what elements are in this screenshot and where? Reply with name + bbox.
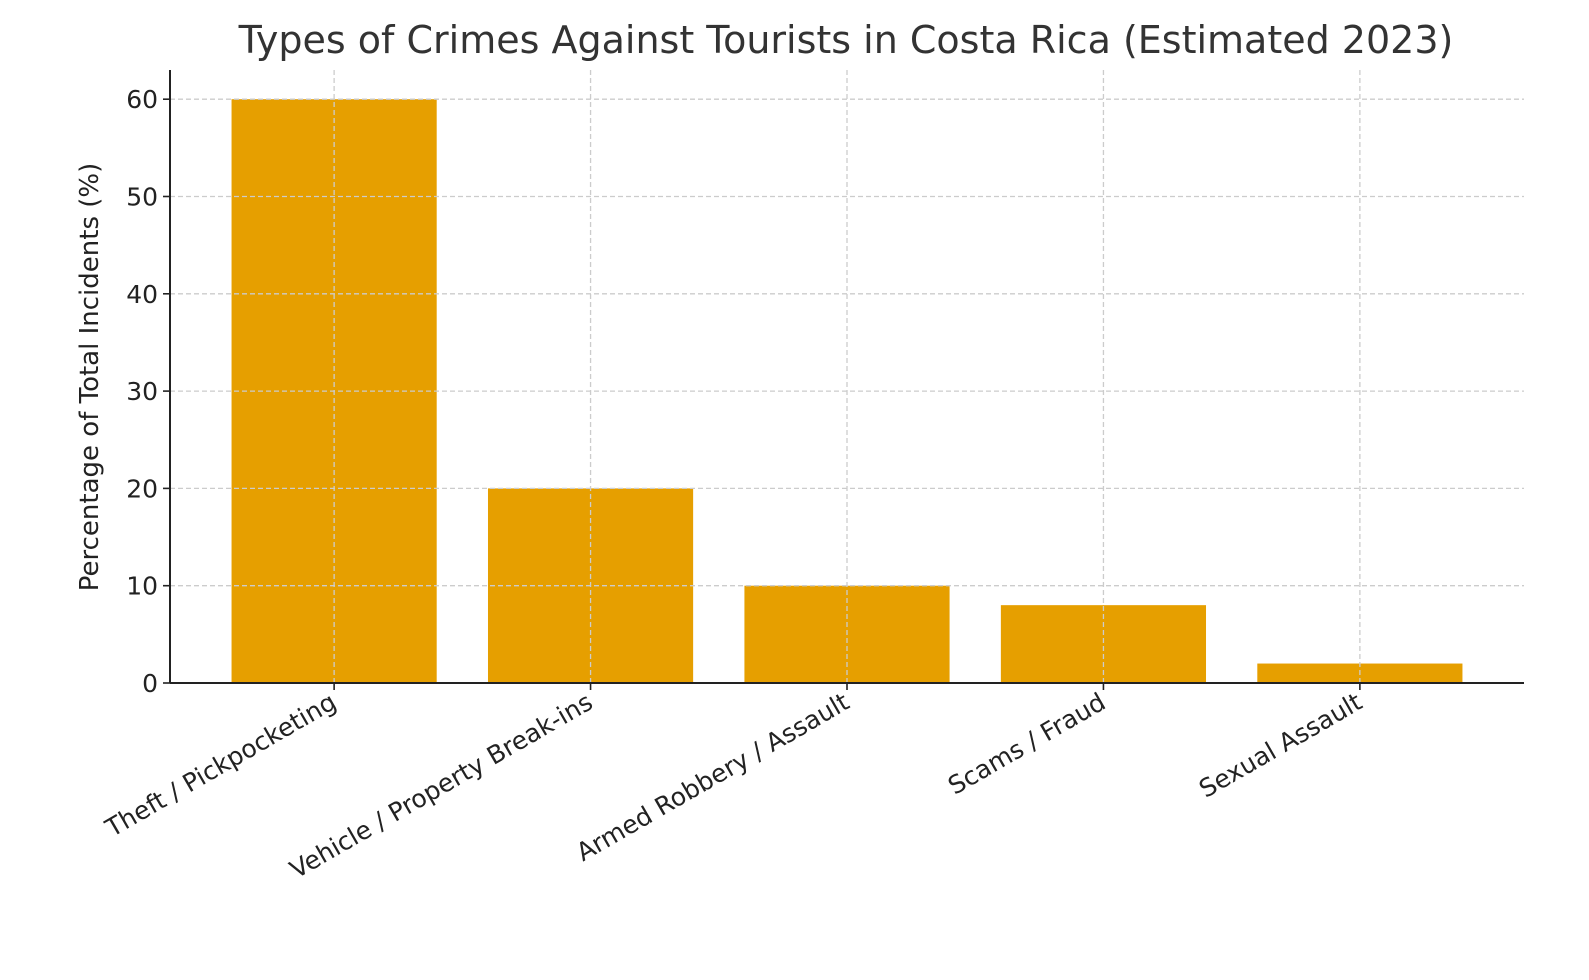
y-tick-label: 50	[126, 182, 158, 211]
x-tick-label: Armed Robbery / Assault	[571, 687, 854, 867]
y-tick-label: 30	[126, 377, 158, 406]
x-tick-label: Sexual Assault	[1194, 687, 1367, 804]
y-tick-label: 0	[142, 669, 158, 698]
y-tick-label: 10	[126, 572, 158, 601]
y-tick-label: 40	[126, 280, 158, 309]
chart-title: Types of Crimes Against Tourists in Cost…	[238, 18, 1454, 62]
x-tick-label: Scams / Fraud	[943, 687, 1110, 800]
x-tick-label: Theft / Pickpocketing	[100, 687, 341, 843]
y-axis-label: Percentage of Total Incidents (%)	[75, 163, 105, 591]
y-tick-label: 20	[126, 474, 158, 503]
y-tick-label: 60	[126, 85, 158, 114]
